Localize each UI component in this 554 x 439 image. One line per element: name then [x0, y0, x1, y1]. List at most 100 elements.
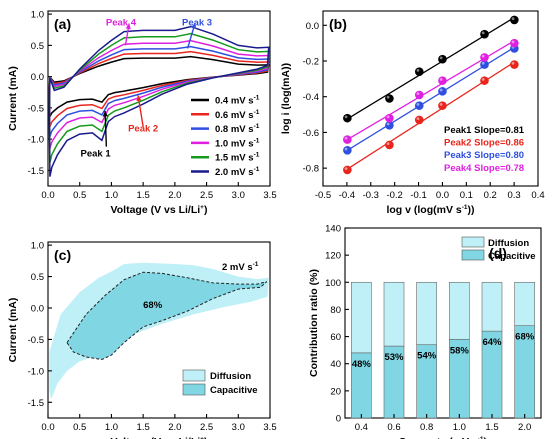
y-tick-label: 100 — [325, 278, 341, 289]
peak-annotation: Peak 4 — [106, 17, 137, 28]
legend-label: 2.0 mV s-1 — [215, 166, 260, 178]
x-tick-label: 0.4 — [531, 190, 544, 201]
y-tick-label: 0.5 — [31, 272, 44, 283]
bar-value-label: 68% — [515, 332, 535, 343]
diffusion-bar — [481, 281, 503, 332]
y-tick-label: 0.0 — [31, 304, 44, 315]
fit-line — [347, 16, 515, 120]
point-highlight — [416, 92, 420, 96]
x-tick-label: 0.5 — [73, 190, 86, 201]
x-tick-label: -0.2 — [386, 190, 402, 201]
y-tick-label: 0.5 — [31, 41, 44, 52]
bar-value-label: 48% — [352, 359, 372, 370]
point-highlight — [439, 77, 443, 81]
point-highlight — [416, 117, 420, 121]
plot-frame — [47, 10, 271, 187]
x-axis-label: Voltage (V vs Li/Li+) — [111, 204, 208, 216]
bar-value-label: 54% — [417, 351, 437, 362]
y-tick-label: 0.0 — [31, 72, 44, 83]
cv-curve — [48, 25, 270, 177]
data-point — [414, 101, 424, 110]
data-point — [510, 15, 519, 25]
x-tick-label: 3.5 — [263, 422, 276, 433]
x-tick-label: 1.0 — [105, 190, 118, 201]
y-tick-label: 120 — [325, 251, 341, 262]
diffusion-bar — [351, 281, 372, 354]
slope-label: Peak1 Slope=0.81 — [444, 125, 525, 136]
data-point — [414, 90, 424, 100]
panel-label: (c) — [54, 247, 71, 263]
point-highlight — [481, 61, 485, 65]
y-tick-label: -1.0 — [28, 135, 44, 146]
y-tick-label: 60 — [330, 332, 341, 343]
panel-label: (a) — [54, 16, 71, 32]
peak-annotation: Peak 2 — [128, 124, 158, 135]
legend-label: Capacitive — [488, 251, 536, 262]
point-highlight — [481, 77, 485, 81]
point-highlight — [481, 54, 485, 58]
y-tick-label: 1.0 — [31, 10, 44, 21]
diffusion-bar — [449, 281, 470, 340]
scan-rate-label: 2 mV s-1 — [222, 261, 259, 273]
x-axis-label: log v (log(mV s-1)) — [386, 204, 474, 216]
point-highlight — [511, 17, 515, 21]
point-highlight — [344, 167, 348, 171]
legend-label: 0.8 mV s-1 — [215, 123, 260, 135]
y-tick-label: -0.6 — [303, 128, 319, 139]
legend-label: 1.0 mV s-1 — [215, 137, 260, 149]
point-highlight — [439, 88, 443, 92]
x-tick-label: -0.4 — [339, 190, 355, 201]
plot-frame — [344, 227, 542, 419]
point-highlight — [439, 102, 443, 106]
point-highlight — [416, 102, 420, 106]
panel-c-plot — [49, 262, 269, 400]
y-tick-label: -1.5 — [28, 398, 44, 409]
data-point — [343, 135, 352, 144]
legend-swatch — [182, 383, 206, 396]
x-tick-label: -0.5 — [315, 190, 331, 201]
peak-arrow — [104, 110, 108, 147]
diffusion-bar — [514, 281, 535, 327]
point-highlight — [416, 69, 420, 72]
y-tick-label: 20 — [330, 386, 341, 397]
point-highlight — [511, 61, 515, 65]
x-tick-label: 1.0 — [453, 422, 466, 433]
data-point — [480, 53, 489, 62]
x-tick-label: 2.0 — [168, 422, 181, 433]
x-tick-label: 2.0 — [168, 190, 181, 201]
point-highlight — [386, 115, 390, 119]
legend-label: 0.6 mV s-1 — [215, 109, 260, 121]
x-tick-label: 3.0 — [232, 422, 245, 433]
data-point — [385, 113, 394, 123]
point-highlight — [439, 56, 443, 60]
data-point — [480, 76, 489, 85]
panel-label: (b) — [329, 16, 347, 32]
x-tick-label: 3.0 — [232, 190, 245, 201]
data-point — [385, 140, 394, 150]
panel-0: 0.0 0.5 1.0 1.5 2.0 2.5 3.0 3.5 -1.5 -1.0 -0.5 0.0 0… — [7, 10, 277, 216]
x-tick-label: 1.5 — [485, 422, 498, 433]
capacitive-percent-label: 68% — [143, 300, 163, 311]
x-tick-label: 2.5 — [200, 422, 213, 433]
peak-annotation: Peak 3 — [182, 17, 212, 28]
point-highlight — [344, 136, 348, 140]
legend-label: Diffusion — [488, 238, 529, 249]
slope-label: Peak3 Slope=0.80 — [444, 150, 524, 161]
x-tick-label: 1.5 — [137, 422, 150, 433]
x-tick-label: 0.5 — [73, 422, 86, 433]
panel-label: (d) — [489, 245, 507, 261]
bar-value-label: 58% — [450, 345, 470, 356]
x-tick-label: 0.0 — [436, 190, 449, 201]
bar-value-label: 53% — [384, 352, 404, 363]
legend-swatch — [461, 236, 485, 248]
x-tick-label: 0.1 — [460, 190, 473, 201]
y-tick-label: -0.5 — [28, 103, 44, 114]
y-tick-label: 80 — [330, 305, 341, 316]
x-tick-label: 0.2 — [484, 190, 497, 201]
x-tick-label: 0.6 — [387, 422, 400, 433]
y-tick-label: -0.4 — [303, 92, 319, 103]
x-tick-label: -0.3 — [363, 190, 379, 201]
data-point — [343, 165, 352, 175]
y-axis-label: Current (mA) — [7, 66, 19, 131]
